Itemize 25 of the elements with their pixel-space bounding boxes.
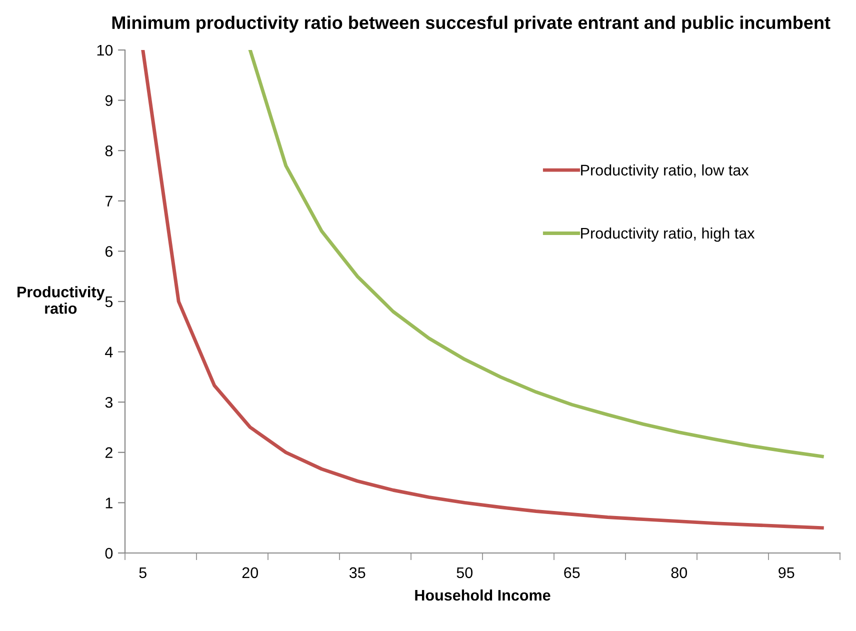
x-axis-title: Household Income (415, 589, 550, 601)
y-tick-label: 10 (97, 44, 113, 56)
x-tick-label: 35 (349, 567, 366, 578)
y-tick-label: 4 (105, 346, 113, 358)
legend-label: Productivity ratio, low tax (581, 164, 749, 179)
y-axis-title: Productivity ratio (18, 286, 105, 314)
y-tick-label: 3 (105, 396, 113, 408)
y-tick-label: 0 (105, 548, 113, 559)
y-tick-label: 7 (105, 196, 112, 206)
y-tick-label: 5 (105, 296, 113, 308)
x-tick-label: 5 (139, 567, 146, 578)
x-tick-label: 80 (671, 567, 688, 578)
y-tick-label: 6 (105, 246, 113, 257)
legend-label: Productivity ratio, high tax (581, 227, 755, 242)
line-series (248, 50, 824, 458)
y-tick-label: 2 (105, 447, 112, 458)
y-tick-label: 1 (106, 498, 112, 508)
chart-title: Minimum productivity ratio between succesful private entrant and public incumbent (112, 16, 830, 33)
x-tick-label: 65 (564, 567, 580, 578)
y-tick-label: 8 (105, 145, 113, 156)
x-tick-label: 20 (242, 567, 258, 578)
y-tick-label: 9 (105, 95, 112, 106)
x-tick-label: 95 (778, 567, 794, 578)
x-tick-label: 50 (456, 567, 473, 578)
line-series (141, 50, 824, 530)
